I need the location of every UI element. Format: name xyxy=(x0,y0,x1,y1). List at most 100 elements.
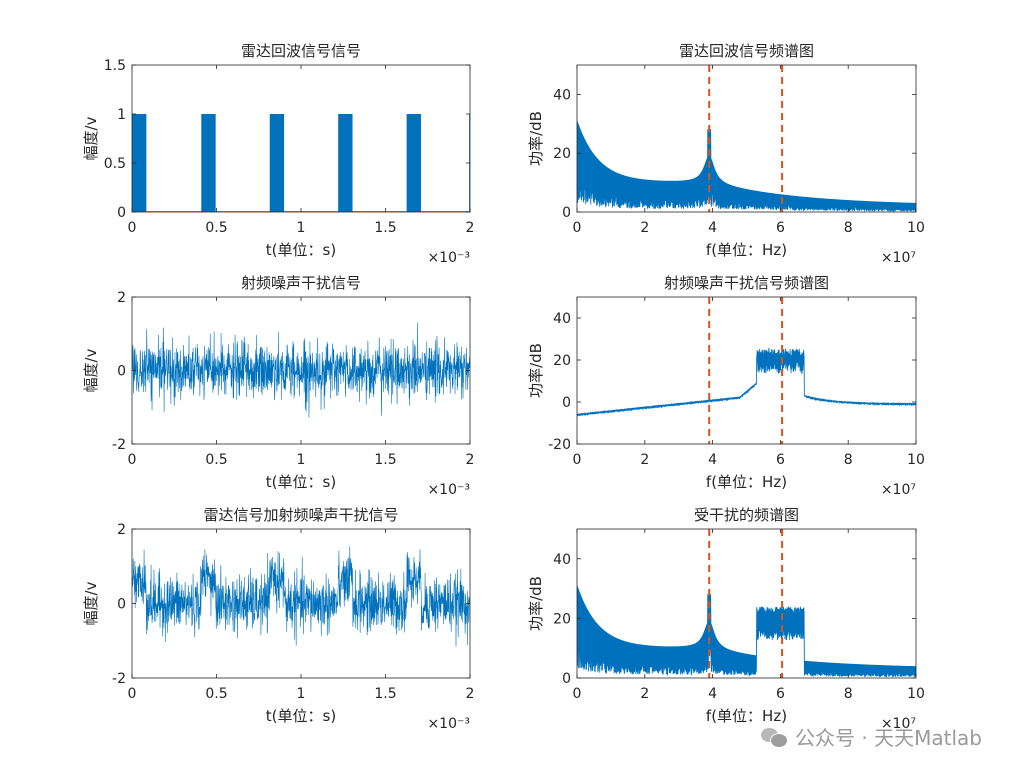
subplot-5: 0 0.5 1 1.5 2-202×10⁻³雷达信号加射频噪声干扰信号t(单位：s)幅度… xyxy=(82,506,474,732)
spectrum-trace xyxy=(577,585,916,678)
x-tick-label: 2 xyxy=(466,686,475,702)
x-tick-label: 8 xyxy=(844,686,853,702)
y-tick-label: 40 xyxy=(553,87,571,103)
y-tick-label: -20 xyxy=(548,437,571,453)
x-tick-label: 1 xyxy=(297,220,306,236)
plot-area-4 xyxy=(577,347,916,417)
y-tick-label: 0 xyxy=(562,395,571,411)
x-tick-label: 0 xyxy=(573,220,582,236)
y-tick-label: 1.5 xyxy=(104,58,126,74)
axes-box xyxy=(576,528,917,679)
x-tick-label: 0.5 xyxy=(205,686,227,702)
x-tick-label: 2 xyxy=(640,220,649,236)
x-tick-label: 4 xyxy=(708,686,717,702)
x-tick-label: 0 xyxy=(128,686,137,702)
spectrum-trace xyxy=(577,120,916,212)
x-axis-label: t(单位：s) xyxy=(266,473,336,491)
watermark: 公众号 · 天天Matlab xyxy=(761,722,982,751)
y-axis-label: 功率/dB xyxy=(527,343,545,398)
subplot-4: 0 2 4 6 8 10-2002040×10⁷射频噪声干扰信号频谱图f(单位：Hz)功率… xyxy=(527,274,925,498)
x-tick-label: 4 xyxy=(708,452,717,468)
subplot-title: 雷达回波信号频谱图 xyxy=(679,42,814,60)
x-tick-label: 1.5 xyxy=(374,686,396,702)
x-tick-label: 8 xyxy=(844,452,853,468)
x-tick-label: 2 xyxy=(466,220,475,236)
y-axis-label: 功率/dB xyxy=(527,576,545,631)
x-tick-label: 0 xyxy=(573,452,582,468)
y-tick-label: 0.5 xyxy=(104,156,126,172)
y-tick-label: -2 xyxy=(112,437,126,453)
plot-area-2 xyxy=(577,120,916,212)
y-axis-label: 功率/dB xyxy=(527,111,545,166)
x-tick-label: 2 xyxy=(466,452,475,468)
x-tick-label: 0 xyxy=(128,220,137,236)
pulse-5 xyxy=(406,114,421,212)
x-tick-label: 1 xyxy=(297,686,306,702)
y-tick-label: 20 xyxy=(553,353,571,369)
x-axis-label: t(单位：s) xyxy=(266,707,336,725)
plot-area-5 xyxy=(132,546,470,647)
plot-area-3 xyxy=(132,322,470,418)
x-tick-label: 1.5 xyxy=(374,452,396,468)
spectrum-trace xyxy=(577,347,916,417)
y-tick-label: 40 xyxy=(553,311,571,327)
x-axis-label: f(单位：Hz) xyxy=(706,473,787,491)
y-tick-label: 20 xyxy=(553,611,571,627)
x-tick-label: 6 xyxy=(776,220,785,236)
x-tick-label: 10 xyxy=(907,452,925,468)
plot-area-6 xyxy=(577,585,916,678)
y-tick-label: 0 xyxy=(562,205,571,221)
y-tick-label: 40 xyxy=(553,552,571,568)
watermark-text: 公众号 · 天天Matlab xyxy=(795,726,982,750)
x-tick-label: 0 xyxy=(128,452,137,468)
y-axis-label: 幅度/v xyxy=(82,581,100,625)
x-tick-label: 4 xyxy=(708,220,717,236)
x-tick-label: 2 xyxy=(640,452,649,468)
y-tick-label: 2 xyxy=(117,522,126,538)
x-axis-label: f(单位：Hz) xyxy=(706,241,787,259)
y-tick-label: -2 xyxy=(112,671,126,687)
subplot-title: 射频噪声干扰信号频谱图 xyxy=(664,274,829,292)
y-tick-label: 0 xyxy=(117,597,126,613)
x-tick-label: 0.5 xyxy=(205,452,227,468)
pulse-3 xyxy=(269,114,285,212)
x-tick-label: 1.5 xyxy=(374,220,396,236)
plot-area-1 xyxy=(132,114,470,212)
x-tick-label: 10 xyxy=(907,220,925,236)
x-exponent-label: ×10⁻³ xyxy=(427,250,470,266)
x-exponent-label: ×10⁷ xyxy=(881,716,916,732)
pulse-4 xyxy=(338,114,353,212)
y-tick-label: 0 xyxy=(562,671,571,687)
axes-box xyxy=(576,64,917,213)
x-axis-label: f(单位：Hz) xyxy=(706,707,787,725)
x-tick-label: 0.5 xyxy=(205,220,227,236)
y-tick-label: 2 xyxy=(117,290,126,306)
pulse-2 xyxy=(201,114,216,212)
y-tick-label: 0 xyxy=(117,205,126,221)
x-tick-label: 1 xyxy=(297,452,306,468)
x-tick-label: 8 xyxy=(844,220,853,236)
x-tick-label: 6 xyxy=(776,452,785,468)
x-tick-label: 10 xyxy=(907,686,925,702)
pulse-1 xyxy=(132,114,147,212)
axes-box xyxy=(576,296,917,445)
subplot-title: 雷达信号加射频噪声干扰信号 xyxy=(203,506,398,524)
subplot-title: 射频噪声干扰信号 xyxy=(241,274,361,292)
y-axis-label: 幅度/v xyxy=(82,116,100,160)
x-exponent-label: ×10⁷ xyxy=(881,250,916,266)
x-exponent-label: ×10⁻³ xyxy=(427,716,470,732)
y-tick-label: 0 xyxy=(117,364,126,380)
signal-line xyxy=(132,546,470,647)
wechat-icon xyxy=(761,726,789,748)
subplot-1: 0 0.5 1 1.5 2 0 0.5 1 1.5 ×10⁻³ 雷达回波信号信号 t(单位：s) 幅度/… xyxy=(82,42,474,266)
x-tick-label: 6 xyxy=(776,686,785,702)
x-axis-label: t(单位：s) xyxy=(266,241,336,259)
subplot-6: 0 2 4 6 8 10 0 20 40 ×10⁷ 受干扰的频谱图 f(单位：Hz) 功率/dB xyxy=(527,506,925,732)
x-tick-label: 2 xyxy=(640,686,649,702)
y-tick-label: 20 xyxy=(553,146,571,162)
y-axis-label: 幅度/v xyxy=(82,348,100,392)
subplot-title: 雷达回波信号信号 xyxy=(241,42,361,60)
x-exponent-label: ×10⁷ xyxy=(881,482,916,498)
